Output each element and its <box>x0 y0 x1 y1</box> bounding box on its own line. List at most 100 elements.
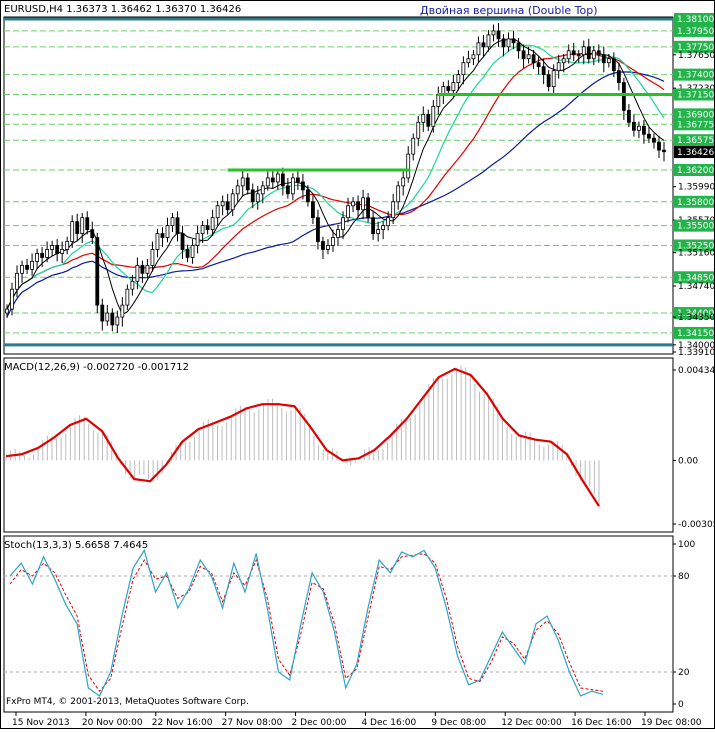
candle-body <box>15 272 19 290</box>
candle-body <box>546 74 551 87</box>
candle-body <box>586 46 591 60</box>
candle-body <box>105 312 110 322</box>
candle-body <box>456 74 461 83</box>
candle-body <box>20 264 24 274</box>
price-tag-bg <box>674 307 714 320</box>
candle-body <box>416 121 421 139</box>
candle-body <box>541 66 546 76</box>
candle-body <box>356 201 360 211</box>
candle-body <box>100 304 105 322</box>
candle-body <box>566 50 571 60</box>
macd-tick-label: -0.003056 <box>678 520 715 530</box>
price-tag-bg <box>674 24 714 37</box>
candle-body <box>611 58 616 72</box>
candle-body <box>351 201 355 207</box>
stoch-main-line <box>9 548 604 697</box>
candle-body <box>85 217 90 231</box>
candle-body <box>581 46 586 56</box>
candle-body <box>10 288 14 310</box>
candle-body <box>150 249 155 266</box>
candle-body <box>536 62 541 68</box>
candle-body <box>551 70 556 87</box>
candle-body <box>255 193 260 203</box>
candle-body <box>401 177 406 187</box>
price-tick-label: 1.35500 <box>677 222 714 232</box>
price-tag-bg <box>674 108 714 121</box>
candle-body <box>75 221 80 234</box>
candle-body <box>321 241 325 250</box>
candle-body <box>461 62 466 76</box>
candle-body <box>130 280 135 290</box>
price-tag-bg <box>674 239 714 252</box>
candle-body <box>316 217 320 242</box>
time-tick-label: 15 Nov 2013 <box>12 718 70 728</box>
candle-body <box>571 50 576 56</box>
candle-body <box>521 50 526 60</box>
candle-body <box>506 38 511 48</box>
price-tag-bg <box>674 134 714 147</box>
time-tick-label: 12 Dec 00:00 <box>501 718 562 728</box>
candle-body <box>616 70 621 83</box>
candle-body <box>170 217 175 227</box>
candle-body <box>662 149 666 153</box>
candle-body <box>496 30 501 40</box>
candle-body <box>245 177 250 191</box>
candle-body <box>396 185 401 203</box>
pattern-annotation: Двойная вершина (Double Top) <box>420 4 598 17</box>
time-tick-label: 20 Nov 00:00 <box>82 718 143 728</box>
candle-body <box>125 288 130 306</box>
candle-body <box>250 189 255 203</box>
candle-body <box>341 217 345 231</box>
candle-body <box>591 50 596 60</box>
price-tick-label: 1.33910 <box>678 348 715 358</box>
candle-body <box>40 253 45 258</box>
candle-body <box>35 253 39 262</box>
candle-body <box>481 42 486 48</box>
price-tick-label: 1.34400 <box>677 309 714 319</box>
current-price-label: 1.36426 <box>677 148 714 158</box>
candle-body <box>386 217 391 227</box>
candle-body <box>25 264 29 270</box>
candle-body <box>326 245 330 250</box>
candle-body <box>652 137 656 143</box>
price-tick-label: 1.37650 <box>678 51 715 61</box>
price-tag-bg <box>674 13 714 25</box>
pane-2-frame <box>3 357 674 533</box>
candle-body <box>60 249 65 254</box>
price-tag-bg <box>674 219 714 232</box>
macd-value-2: -0.001712 <box>137 362 189 373</box>
time-tick-label: 2 Dec 00:00 <box>292 718 347 728</box>
stoch-tick-label: 80 <box>678 572 690 582</box>
candle-body <box>376 229 381 234</box>
stoch-name: Stoch(13,3,3) <box>4 540 72 551</box>
symbol-label: EURUSD,H4 <box>4 4 64 15</box>
pane-3-frame <box>3 535 674 713</box>
candle-body <box>526 54 531 60</box>
candle-body <box>421 113 426 123</box>
stoch-tick-label: 20 <box>678 668 690 678</box>
candle-body <box>642 125 646 135</box>
stoch-tick-label: 0 <box>678 700 684 710</box>
candle-body <box>205 225 210 231</box>
candle-body <box>235 185 240 195</box>
candle-body <box>215 205 220 219</box>
candle-body <box>240 177 245 187</box>
candle-body <box>55 245 60 254</box>
candle-body <box>531 54 536 64</box>
candle-body <box>371 217 376 234</box>
candle-body <box>30 260 34 270</box>
macd-name: MACD(12,26,9) <box>4 362 80 373</box>
ma-black-line <box>6 38 665 316</box>
candle-body <box>476 42 481 56</box>
candle-body <box>637 125 641 131</box>
price-tag-bg <box>674 195 714 208</box>
candle-body <box>185 249 190 258</box>
candle-body <box>90 229 95 238</box>
price-tick-label: 1.37750 <box>677 43 714 53</box>
price-tag-bg <box>674 118 714 131</box>
candle-body <box>336 229 340 238</box>
candle-body <box>225 201 230 211</box>
price-tick-label: 1.36900 <box>677 110 714 120</box>
